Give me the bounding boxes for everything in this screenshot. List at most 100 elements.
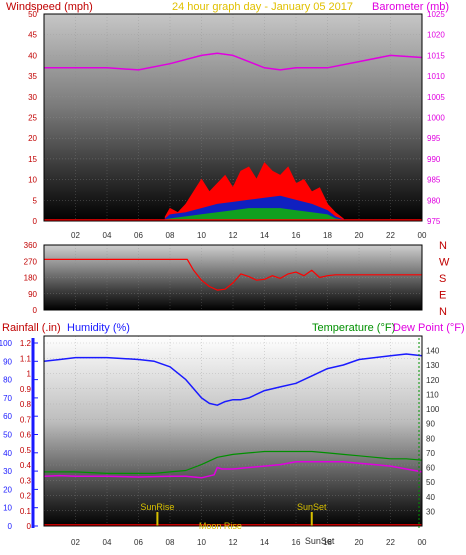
wind-y-tick-label: 0 bbox=[33, 217, 38, 226]
rain-y-tick-label: 0.3 bbox=[20, 476, 32, 485]
event-label: Moon Rise bbox=[199, 521, 242, 531]
humidity-x-tick-label: 00 bbox=[418, 538, 427, 547]
temp-y-tick-label: 110 bbox=[426, 390, 439, 399]
compass-label: N bbox=[439, 240, 447, 252]
wind-y-tick-label: 30 bbox=[28, 93, 37, 102]
rain-y-tick-label: 0 bbox=[27, 522, 32, 531]
wind-x-tick-label: 04 bbox=[103, 231, 112, 240]
axis-labels: 0202040406060808101012121414161618182020… bbox=[0, 10, 450, 547]
humidity-line bbox=[43, 353, 423, 406]
wind-x-tick-label: 18 bbox=[323, 231, 332, 240]
wind-x-tick-label: 22 bbox=[386, 231, 395, 240]
humidity-y-tick-label: 60 bbox=[3, 412, 12, 421]
rain-y-tick-label: 0.7 bbox=[20, 415, 32, 424]
data-marks bbox=[43, 52, 423, 526]
event-label: SunRise bbox=[140, 502, 174, 512]
direction-panel-frame bbox=[43, 244, 423, 311]
dewpoint-axis-title: Dew Point (°F) bbox=[393, 322, 465, 334]
baro-y-tick-label: 1025 bbox=[427, 10, 445, 19]
baro-y-tick-label: 990 bbox=[427, 155, 441, 164]
humidity-panel-bg bbox=[44, 336, 422, 526]
humidity-x-tick-label: 06 bbox=[134, 538, 143, 547]
wind-panel-frame bbox=[43, 13, 423, 222]
humidity-x-tick-label: 12 bbox=[229, 538, 238, 547]
humidity-x-tick-label: 16 bbox=[292, 538, 301, 547]
baro-y-tick-label: 1005 bbox=[427, 93, 445, 102]
temp-y-tick-label: 30 bbox=[426, 507, 435, 516]
dewpoint-line bbox=[43, 460, 423, 479]
wind-y-tick-label: 20 bbox=[28, 134, 37, 143]
rain-y-tick-label: 0.2 bbox=[20, 492, 32, 501]
temperature-axis-title: Temperature (°F) bbox=[312, 322, 395, 334]
wind-y-tick-label: 15 bbox=[28, 155, 37, 164]
wind-x-tick-label: 10 bbox=[197, 231, 206, 240]
humidity-x-tick-label: 02 bbox=[71, 538, 80, 547]
humidity-y-tick-label: 20 bbox=[3, 485, 12, 494]
humidity-y-tick-label: 80 bbox=[3, 376, 12, 385]
humidity-y-tick-label: 10 bbox=[3, 504, 12, 513]
wind-y-tick-label: 25 bbox=[28, 114, 37, 123]
windspeed-axis-title: Windspeed (mph) bbox=[6, 1, 93, 13]
event-label: SunSet bbox=[297, 502, 327, 512]
wind-y-tick-label: 35 bbox=[28, 72, 37, 81]
humidity-x-tick-label: 20 bbox=[355, 538, 364, 547]
temp-y-tick-label: 50 bbox=[426, 478, 435, 487]
wind-y-tick-label: 5 bbox=[33, 196, 38, 205]
baro-y-tick-label: 1010 bbox=[427, 72, 445, 81]
humidity-x-tick-label: 14 bbox=[260, 538, 269, 547]
direction-y-tick-label: 270 bbox=[24, 257, 38, 266]
barometer-line bbox=[44, 52, 423, 71]
wind-y-tick-label: 50 bbox=[28, 10, 37, 19]
humidity-x-tick-label: 04 bbox=[103, 538, 112, 547]
temp-y-tick-label: 40 bbox=[426, 493, 435, 502]
humidity-y-tick-label: 30 bbox=[3, 467, 12, 476]
baro-y-tick-label: 975 bbox=[427, 217, 441, 226]
wind-direction-line bbox=[44, 258, 422, 291]
direction-y-tick-label: 90 bbox=[28, 290, 37, 299]
wind-y-tick-label: 40 bbox=[28, 51, 37, 60]
wind-x-tick-label: 02 bbox=[71, 231, 80, 240]
baro-y-tick-label: 1000 bbox=[427, 114, 445, 123]
humidity-axis-title: Humidity (%) bbox=[67, 322, 130, 334]
compass-label: E bbox=[439, 290, 446, 302]
rain-y-tick-label: 0.6 bbox=[20, 431, 32, 440]
compass-label: N bbox=[439, 306, 447, 318]
humidity-x-tick-label: 22 bbox=[386, 538, 395, 547]
rain-y-tick-label: 0.9 bbox=[20, 385, 32, 394]
humidity-y-tick-label: 40 bbox=[3, 449, 12, 458]
wind-y-tick-label: 10 bbox=[28, 176, 37, 185]
compass-label: S bbox=[439, 273, 446, 285]
baro-y-tick-label: 985 bbox=[427, 176, 441, 185]
direction-y-tick-label: 180 bbox=[24, 274, 38, 283]
rain-y-tick-label: 0.4 bbox=[20, 461, 32, 470]
barometer-axis-title: Barometer (mb) bbox=[372, 1, 449, 13]
humidity-y-tick-label: 90 bbox=[3, 357, 12, 366]
humidity-panel-frame bbox=[43, 335, 423, 527]
wind-x-tick-label: 08 bbox=[166, 231, 175, 240]
temp-y-tick-label: 80 bbox=[426, 434, 435, 443]
wind-x-tick-label: 12 bbox=[229, 231, 238, 240]
wind-x-tick-label: 06 bbox=[134, 231, 143, 240]
baro-y-tick-label: 1020 bbox=[427, 31, 445, 40]
rain-y-tick-label: 0.5 bbox=[20, 446, 32, 455]
humidity-x-tick-label: 10 bbox=[197, 538, 206, 547]
wind-x-tick-label: 14 bbox=[260, 231, 269, 240]
rain-y-tick-label: 1.2 bbox=[20, 339, 32, 348]
compass-label: W bbox=[439, 257, 450, 269]
wind-y-tick-label: 45 bbox=[28, 31, 37, 40]
rain-y-tick-label: 0.8 bbox=[20, 400, 32, 409]
baro-y-tick-label: 980 bbox=[427, 196, 441, 205]
baro-y-tick-label: 1015 bbox=[427, 51, 445, 60]
temp-y-tick-label: 60 bbox=[426, 464, 435, 473]
temp-y-tick-label: 130 bbox=[426, 361, 440, 370]
temp-y-tick-label: 120 bbox=[426, 376, 440, 385]
wind-x-tick-label: 16 bbox=[292, 231, 301, 240]
event-label: SunSet bbox=[305, 536, 335, 546]
wind-x-tick-label: 00 bbox=[418, 231, 427, 240]
direction-y-tick-label: 0 bbox=[33, 306, 38, 315]
humidity-x-tick-label: 08 bbox=[166, 538, 175, 547]
chart-title: 24 hour graph day - January 05 2017 bbox=[172, 1, 353, 13]
temp-y-tick-label: 100 bbox=[426, 405, 440, 414]
rainfall-axis-title: Rainfall (.in) bbox=[2, 322, 61, 334]
